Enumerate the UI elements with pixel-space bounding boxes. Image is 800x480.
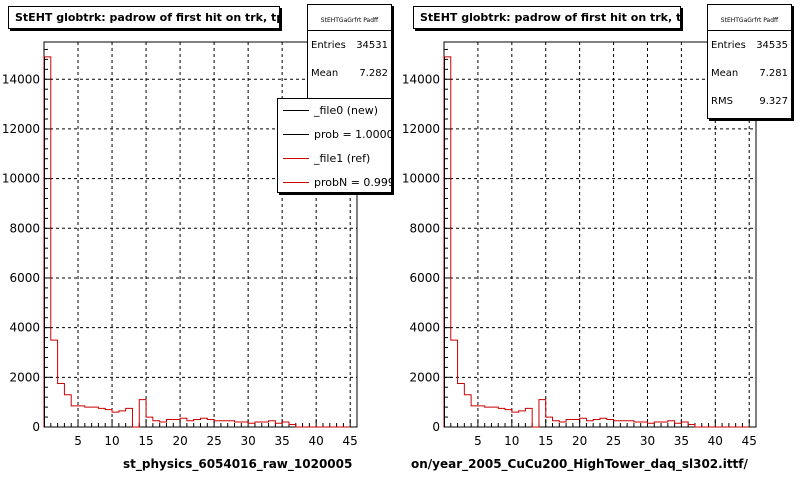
- right-stats-header: StEHTGaGrfrt Padff: [708, 5, 791, 31]
- left-y-tick-label: 12000: [2, 122, 40, 136]
- left-legend: _file0 (new) prob = 1.000000 _file1 (ref…: [277, 98, 392, 193]
- left-x-tick-label: 10: [104, 434, 119, 448]
- left-x-tick-label: 35: [275, 434, 290, 448]
- right-y-tick-label: 10000: [402, 172, 440, 186]
- left-y-tick-label: 2000: [9, 370, 40, 384]
- left-y-tick-label: 6000: [9, 271, 40, 285]
- left-stats-row: Mean 7.282: [308, 59, 391, 87]
- right-x-tick-label: 20: [572, 434, 587, 448]
- right-stats-row: Entries 34535: [708, 31, 791, 59]
- right-histogram-series: [443, 56, 750, 428]
- legend-line-black: [283, 110, 309, 111]
- right-x-tick-label: 30: [640, 434, 655, 448]
- right-x-tick-label: 40: [708, 434, 723, 448]
- legend-line-red: [283, 182, 309, 183]
- right-y-tick-label: 12000: [402, 122, 440, 136]
- right-y-tick-label: 4000: [409, 321, 440, 335]
- right-stats-box: StEHTGaGrfrt Padff Entries 34535 Mean 7.…: [707, 4, 792, 119]
- right-x-tick-label: 35: [674, 434, 689, 448]
- right-title-box: StEHT globtrk: padrow of first hit on tr…: [413, 6, 681, 29]
- left-y-tick-label: 0: [32, 420, 40, 434]
- right-y-tick-label: 2000: [409, 370, 440, 384]
- legend-label: probN = 0.99992: [314, 176, 391, 189]
- right-y-tick-label: 14000: [402, 72, 440, 86]
- legend-label: _file1 (ref): [314, 152, 371, 165]
- left-stats-value: 34531: [356, 39, 388, 51]
- right-x-tick-label: 45: [742, 434, 757, 448]
- left-y-tick-label: 14000: [2, 72, 40, 86]
- right-y-tick-label: 6000: [409, 271, 440, 285]
- right-stats-row: Mean 7.281: [708, 59, 791, 87]
- legend-line-black: [283, 134, 309, 135]
- left-title-box: StEHT globtrk: padrow of first hit on tr…: [8, 6, 280, 29]
- left-stats-row: Entries 34531: [308, 31, 391, 59]
- left-x-axis-title: st_physics_6054016_raw_1020005: [123, 457, 353, 471]
- legend-label: _file0 (new): [314, 104, 379, 117]
- left-title: StEHT globtrk: padrow of first hit on tr…: [15, 11, 280, 24]
- left-y-tick-label: 10000: [2, 172, 40, 186]
- legend-entry: probN = 0.99992: [278, 171, 391, 192]
- right-x-tick-label: 15: [538, 434, 553, 448]
- right-x-axis-title: on/year_2005_CuCu200_HighTower_daq_sl302…: [411, 457, 748, 471]
- left-x-tick-label: 30: [240, 434, 255, 448]
- left-x-tick-label: 20: [172, 434, 187, 448]
- left-histogram-series: [43, 56, 351, 428]
- left-y-tick-label: 4000: [9, 321, 40, 335]
- left-x-tick-label: 45: [343, 434, 358, 448]
- right-stats-label: Mean: [711, 67, 739, 79]
- right-plot-frame: [443, 41, 757, 428]
- right-stats-label: Entries: [711, 39, 746, 51]
- left-x-tick-label: 5: [74, 434, 82, 448]
- right-stats-value: 34535: [756, 39, 788, 51]
- right-x-tick-label: 10: [504, 434, 519, 448]
- right-x-tick-label: 25: [606, 434, 621, 448]
- left-x-tick-label: 40: [309, 434, 324, 448]
- legend-entry: prob = 1.000000: [278, 123, 391, 147]
- left-stats-header: StEHTGaGrfrt Padff: [308, 5, 391, 31]
- left-y-tick-label: 8000: [9, 221, 40, 235]
- right-y-tick-label: 0: [432, 420, 440, 434]
- right-stats-label: RMS: [711, 95, 733, 107]
- legend-label: prob = 1.000000: [314, 128, 391, 141]
- legend-line-red: [283, 158, 309, 159]
- right-stats-row: RMS 9.327: [708, 87, 791, 115]
- legend-entry: _file1 (ref): [278, 147, 391, 171]
- left-stats-label: Entries: [311, 39, 346, 51]
- right-y-tick-label: 8000: [409, 221, 440, 235]
- right-stats-value: 9.327: [759, 95, 788, 107]
- right-stats-value: 7.281: [759, 67, 788, 79]
- left-stats-label: Mean: [311, 67, 339, 79]
- right-x-tick-label: 5: [474, 434, 482, 448]
- left-x-tick-label: 25: [206, 434, 221, 448]
- left-x-tick-label: 15: [138, 434, 153, 448]
- right-title: StEHT globtrk: padrow of first hit on tr…: [420, 11, 681, 24]
- legend-entry: _file0 (new): [278, 99, 391, 123]
- left-stats-value: 7.282: [359, 67, 388, 79]
